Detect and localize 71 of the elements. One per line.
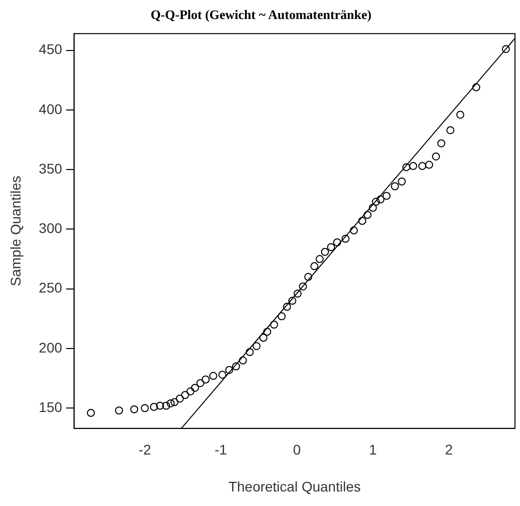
point <box>252 342 261 350</box>
point <box>186 387 194 396</box>
point <box>372 198 380 206</box>
point <box>170 398 178 406</box>
point <box>181 391 190 400</box>
y-tick-label: 400 <box>38 100 62 117</box>
point <box>409 162 418 170</box>
x-tick-label: -1 <box>214 442 228 458</box>
point <box>238 356 247 364</box>
point <box>472 83 480 92</box>
point <box>288 296 296 305</box>
point <box>196 379 204 388</box>
point <box>218 370 226 379</box>
point <box>115 406 124 415</box>
point <box>502 45 510 54</box>
y-tick-label: 350 <box>38 160 62 176</box>
point <box>246 348 254 356</box>
point <box>402 163 410 172</box>
point <box>418 162 426 170</box>
point <box>162 402 170 410</box>
point <box>282 302 291 311</box>
x-tick-label: -2 <box>138 442 152 458</box>
point <box>278 312 286 320</box>
point <box>358 216 366 225</box>
point <box>382 192 391 200</box>
point <box>191 384 200 392</box>
y-tick-label: 250 <box>38 280 62 296</box>
point <box>263 328 272 336</box>
point <box>176 394 184 403</box>
y-axis-title: Sample Quantiles <box>7 176 24 286</box>
point <box>232 362 240 370</box>
x-axis-title: Theoretical Quantiles <box>228 478 361 494</box>
point <box>259 334 268 342</box>
point <box>342 234 350 243</box>
point <box>270 320 278 329</box>
point <box>150 402 158 411</box>
point <box>432 152 440 160</box>
point <box>130 405 138 414</box>
point <box>202 376 210 384</box>
point <box>456 110 464 119</box>
point <box>298 282 307 290</box>
point <box>376 195 384 204</box>
point <box>225 366 234 374</box>
point <box>320 248 329 256</box>
point <box>398 178 406 186</box>
point <box>390 182 399 190</box>
x-tick-label: 0 <box>292 442 301 458</box>
point <box>310 262 318 270</box>
x-tick-label: 2 <box>444 442 453 458</box>
point <box>304 272 312 281</box>
point <box>327 243 336 252</box>
point <box>209 372 218 380</box>
y-tick-label: 200 <box>38 339 62 356</box>
point <box>425 160 434 169</box>
point <box>437 139 446 148</box>
point <box>140 404 149 412</box>
y-tick-label: 150 <box>38 398 62 415</box>
point <box>156 402 164 410</box>
x-tick-label: 1 <box>368 442 377 458</box>
point <box>446 126 454 134</box>
y-tick-label: 300 <box>38 220 62 236</box>
point <box>364 210 372 219</box>
chart-title: Q-Q-Plot (Gewicht ~ Automatentränke) <box>150 7 372 22</box>
y-tick-label: 450 <box>38 41 62 58</box>
point <box>333 238 342 246</box>
point <box>166 399 175 408</box>
point <box>368 204 377 212</box>
point <box>294 290 302 298</box>
point <box>316 255 324 264</box>
point <box>350 226 358 234</box>
point <box>86 408 95 417</box>
